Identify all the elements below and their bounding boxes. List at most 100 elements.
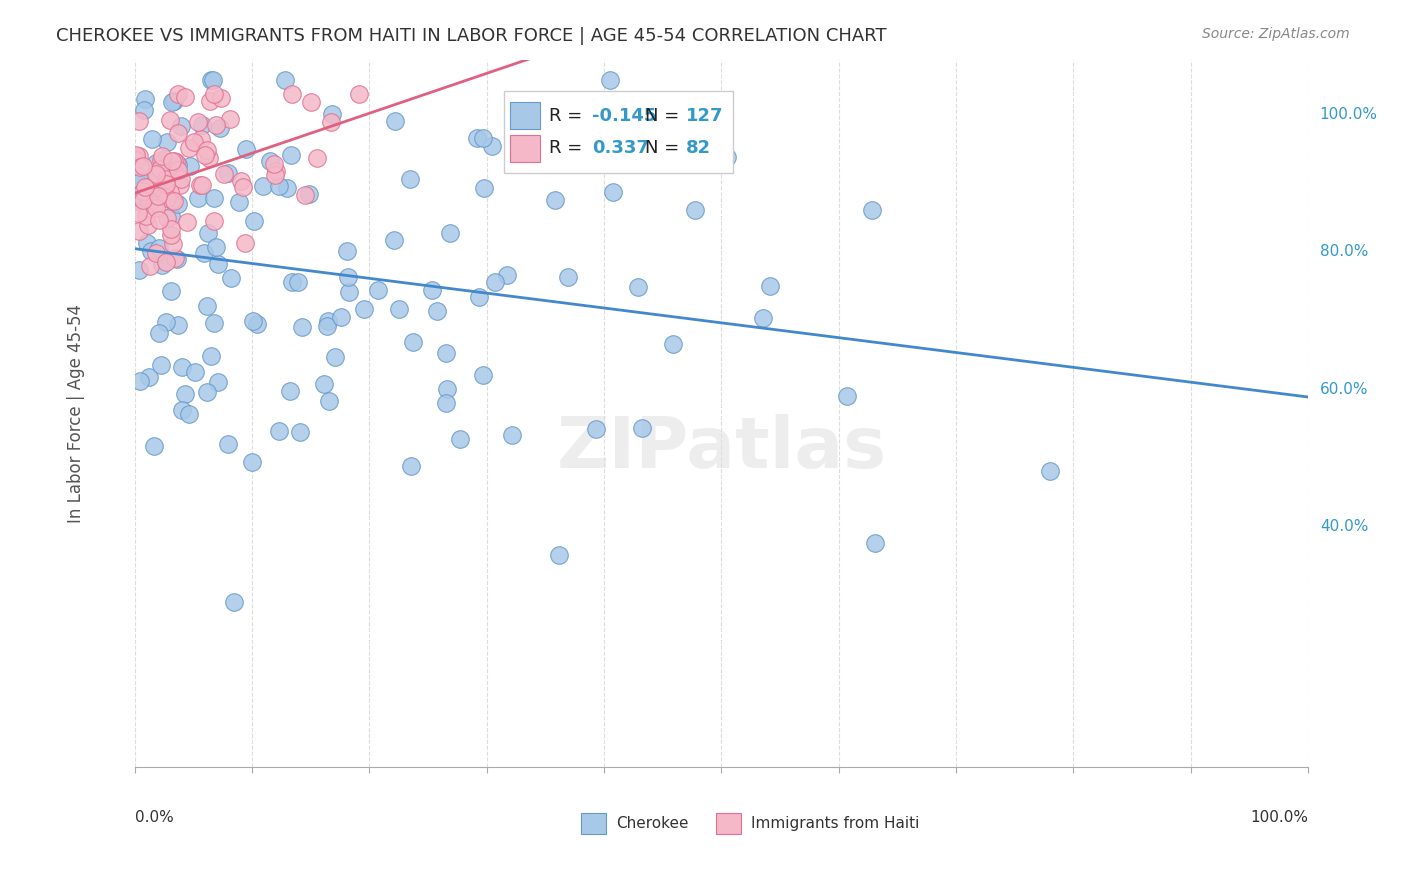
Cherokee — [426, 304, 449, 318]
Text: R =: R = — [548, 107, 588, 125]
Cherokee — [207, 375, 229, 389]
Cherokee — [387, 302, 409, 317]
Cherokee — [252, 178, 274, 193]
Cherokee — [200, 73, 222, 87]
Bar — [581, 814, 606, 834]
Immigrants from Haiti — [188, 178, 211, 192]
Immigrants from Haiti — [167, 126, 190, 140]
Text: ZIPatlas: ZIPatlas — [557, 414, 886, 483]
Immigrants from Haiti — [148, 212, 170, 227]
Cherokee — [316, 318, 339, 333]
Cherokee — [138, 196, 160, 211]
Immigrants from Haiti — [152, 155, 174, 169]
Cherokee — [202, 316, 225, 330]
Immigrants from Haiti — [128, 149, 150, 163]
Cherokee — [145, 156, 167, 170]
Cherokee — [434, 345, 457, 359]
Cherokee — [190, 118, 212, 132]
Text: 100.0%: 100.0% — [1250, 810, 1308, 824]
Immigrants from Haiti — [145, 167, 167, 181]
Cherokee — [170, 403, 193, 417]
Immigrants from Haiti — [205, 118, 228, 132]
Cherokee — [149, 358, 172, 372]
Cherokee — [197, 226, 219, 240]
Immigrants from Haiti — [167, 87, 190, 101]
Immigrants from Haiti — [139, 179, 162, 194]
Cherokee — [467, 290, 489, 304]
Cherokee — [193, 245, 215, 260]
Immigrants from Haiti — [145, 201, 167, 215]
Immigrants from Haiti — [191, 178, 214, 192]
Cherokee — [243, 213, 266, 227]
Text: N =: N = — [645, 107, 685, 125]
Text: Immigrants from Haiti: Immigrants from Haiti — [751, 815, 920, 830]
Cherokee — [863, 535, 886, 549]
Immigrants from Haiti — [235, 235, 257, 250]
Cherokee — [630, 420, 652, 434]
Cherokee — [197, 299, 219, 313]
Cherokee — [141, 132, 163, 146]
Cherokee — [156, 136, 179, 150]
Immigrants from Haiti — [281, 87, 304, 101]
Cherokee — [208, 120, 231, 135]
Cherokee — [167, 196, 190, 211]
Cherokee — [219, 270, 242, 285]
Cherokee — [481, 139, 503, 153]
Immigrants from Haiti — [132, 184, 155, 198]
Immigrants from Haiti — [307, 152, 329, 166]
Cherokee — [287, 275, 309, 289]
Immigrants from Haiti — [129, 160, 152, 174]
Cherokee — [143, 439, 166, 453]
Immigrants from Haiti — [219, 112, 242, 126]
Cherokee — [274, 73, 297, 87]
Cherokee — [835, 388, 858, 402]
Cherokee — [471, 130, 494, 145]
Immigrants from Haiti — [165, 251, 187, 265]
Cherokee — [138, 369, 160, 384]
Cherokee — [160, 95, 183, 109]
Cherokee — [170, 120, 193, 134]
Cherokee — [501, 427, 523, 442]
Immigrants from Haiti — [156, 191, 179, 205]
Cherokee — [337, 285, 360, 300]
Text: N =: N = — [645, 139, 685, 157]
Immigrants from Haiti — [146, 189, 169, 203]
Cherokee — [288, 425, 311, 440]
Immigrants from Haiti — [128, 114, 150, 128]
Cherokee — [627, 280, 650, 294]
Cherokee — [420, 283, 443, 297]
Cherokee — [246, 317, 269, 331]
Cherokee — [465, 131, 488, 145]
Immigrants from Haiti — [176, 215, 198, 229]
Cherokee — [280, 147, 302, 161]
Text: 82: 82 — [686, 139, 711, 157]
Cherokee — [472, 368, 495, 382]
Cherokee — [163, 94, 186, 108]
Cherokee — [278, 384, 301, 398]
Immigrants from Haiti — [183, 136, 205, 150]
Cherokee — [402, 335, 425, 350]
Cherokee — [200, 349, 222, 363]
Cherokee — [228, 194, 250, 209]
Immigrants from Haiti — [127, 206, 149, 220]
Cherokee — [148, 326, 170, 340]
Text: 100.0%: 100.0% — [1320, 107, 1378, 122]
Immigrants from Haiti — [159, 185, 181, 199]
Cherokee — [298, 186, 321, 201]
Cherokee — [207, 257, 229, 271]
Immigrants from Haiti — [202, 87, 225, 101]
Immigrants from Haiti — [173, 89, 195, 103]
Cherokee — [259, 153, 281, 168]
Cherokee — [204, 240, 226, 254]
Cherokee — [217, 437, 239, 451]
Immigrants from Haiti — [169, 178, 191, 193]
Cherokee — [184, 365, 207, 379]
Bar — [510, 136, 540, 162]
Immigrants from Haiti — [145, 246, 167, 260]
Cherokee — [316, 314, 339, 328]
Cherokee — [155, 315, 177, 329]
Immigrants from Haiti — [132, 194, 155, 208]
Cherokee — [159, 209, 181, 223]
Cherokee — [439, 226, 461, 240]
Cherokee — [384, 113, 406, 128]
